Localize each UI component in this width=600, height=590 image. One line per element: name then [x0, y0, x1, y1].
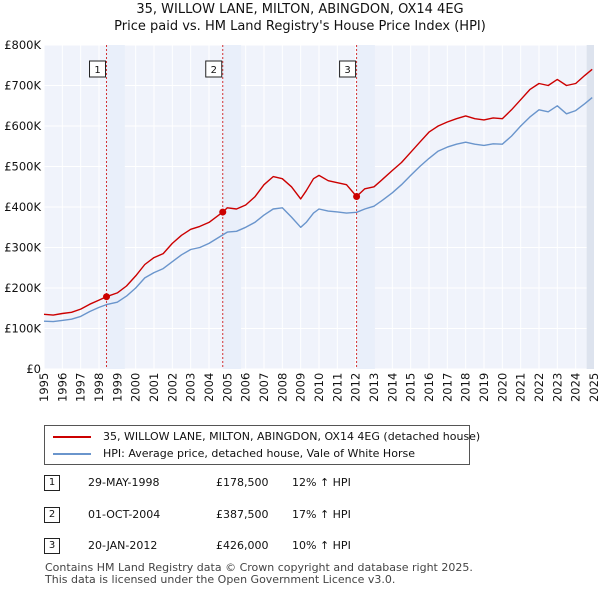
footer-license: This data is licensed under the Open Gov…: [45, 573, 396, 586]
y-tick-label: £700K: [4, 79, 41, 93]
x-tick-label: 2013: [367, 373, 381, 402]
x-tick-label: 2003: [184, 373, 198, 402]
price-chart: 1 2 3 £0 £100K £200K £300K £400K £500K £600K £700…: [4, 38, 600, 402]
x-tick-label: 2022: [532, 373, 546, 402]
transaction-hpi: 12% ↑ HPI: [292, 476, 351, 489]
x-tick-label: 2006: [239, 373, 253, 402]
sale-label-box: [89, 60, 107, 78]
sale-marker: [353, 192, 361, 200]
legend-hpi-label: HPI: Average price, detached house, Vale…: [103, 447, 415, 460]
x-tick-label: 2023: [550, 373, 564, 402]
sale-label: 3: [344, 65, 350, 76]
transaction-date: 20-JAN-2012: [88, 539, 158, 552]
legend: 35, WILLOW LANE, MILTON, ABINGDON, OX14 …: [44, 425, 480, 465]
transaction-hpi: 10% ↑ HPI: [292, 539, 351, 552]
transaction-badge: 1: [44, 475, 60, 491]
y-tick-label: £100K: [4, 322, 41, 336]
y-tick-label: £200K: [4, 281, 41, 295]
x-tick-label: 2001: [147, 373, 161, 402]
x-tick-label: 2000: [129, 373, 143, 402]
sale-shade: [356, 45, 375, 369]
x-tick-label: 2017: [440, 373, 454, 402]
transaction-hpi: 17% ↑ HPI: [292, 508, 351, 521]
x-tick-label: 2025: [587, 373, 600, 402]
transaction-date: 01-OCT-2004: [88, 508, 161, 521]
x-tick-label: 1999: [110, 373, 124, 402]
sale-label-box: [339, 60, 357, 78]
transaction-price: £387,500: [216, 508, 269, 521]
y-tick-label: £400K: [4, 200, 41, 214]
x-tick-label: 2002: [165, 373, 179, 402]
sale-shade: [106, 45, 125, 369]
x-tick-label: 1996: [55, 373, 69, 402]
x-tick-label: 2012: [349, 373, 363, 402]
legend-property-label: 35, WILLOW LANE, MILTON, ABINGDON, OX14 …: [103, 430, 481, 443]
sale-marker: [103, 293, 111, 301]
x-tick-label: 2024: [569, 373, 583, 402]
x-tick-label: 2010: [312, 373, 326, 402]
x-tick-label: 2015: [404, 373, 418, 402]
y-tick-label: £600K: [4, 119, 41, 133]
x-tick-label: 2020: [495, 373, 509, 402]
legend-item-property: 35, WILLOW LANE, MILTON, ABINGDON, OX14 …: [53, 430, 480, 446]
x-tick-label: 2018: [459, 373, 473, 402]
legend-item-hpi: HPI: Average price, detached house, Vale…: [53, 447, 415, 463]
x-tick-label: 2011: [330, 373, 344, 402]
sale-shade: [222, 45, 242, 369]
footer-copyright: Contains HM Land Registry data © Crown c…: [45, 561, 473, 574]
x-tick-label: 2014: [385, 373, 399, 402]
property-price-line: [43, 68, 593, 316]
y-tick-label: £500K: [4, 160, 41, 174]
x-tick-label: 2007: [257, 373, 271, 402]
transaction-badge: 2: [44, 507, 60, 523]
y-tick-label: £300K: [4, 241, 41, 255]
x-tick-label: 2005: [220, 373, 234, 402]
red-line-swatch: [53, 436, 91, 438]
sale-marker: [219, 208, 227, 216]
transaction-price: £178,500: [216, 476, 269, 489]
x-tick-label: 1997: [74, 373, 88, 402]
forecast-shade: [586, 45, 594, 369]
x-tick-label: 2016: [422, 373, 436, 402]
y-tick-label: £800K: [4, 38, 41, 52]
x-tick-label: 2021: [514, 373, 528, 402]
x-tick-label: 1995: [37, 373, 51, 402]
transaction-price: £426,000: [216, 539, 269, 552]
x-tick-label: 1998: [92, 373, 106, 402]
x-tick-label: 2004: [202, 373, 216, 402]
hpi-line: [43, 97, 593, 323]
y-tick-label: £0: [26, 362, 41, 376]
x-tick-label: 2009: [294, 373, 308, 402]
transaction-badge: 3: [44, 538, 60, 554]
transaction-date: 29-MAY-1998: [88, 476, 160, 489]
sale-label: 2: [211, 65, 217, 76]
chart-subtitle: Price paid vs. HM Land Registry's House …: [114, 19, 486, 34]
chart-title: 35, WILLOW LANE, MILTON, ABINGDON, OX14 …: [136, 2, 464, 17]
x-tick-label: 2008: [275, 373, 289, 402]
x-tick-label: 2019: [477, 373, 491, 402]
sale-label: 1: [94, 65, 100, 76]
blue-line-swatch: [53, 453, 91, 455]
sale-label-box: [205, 60, 223, 78]
